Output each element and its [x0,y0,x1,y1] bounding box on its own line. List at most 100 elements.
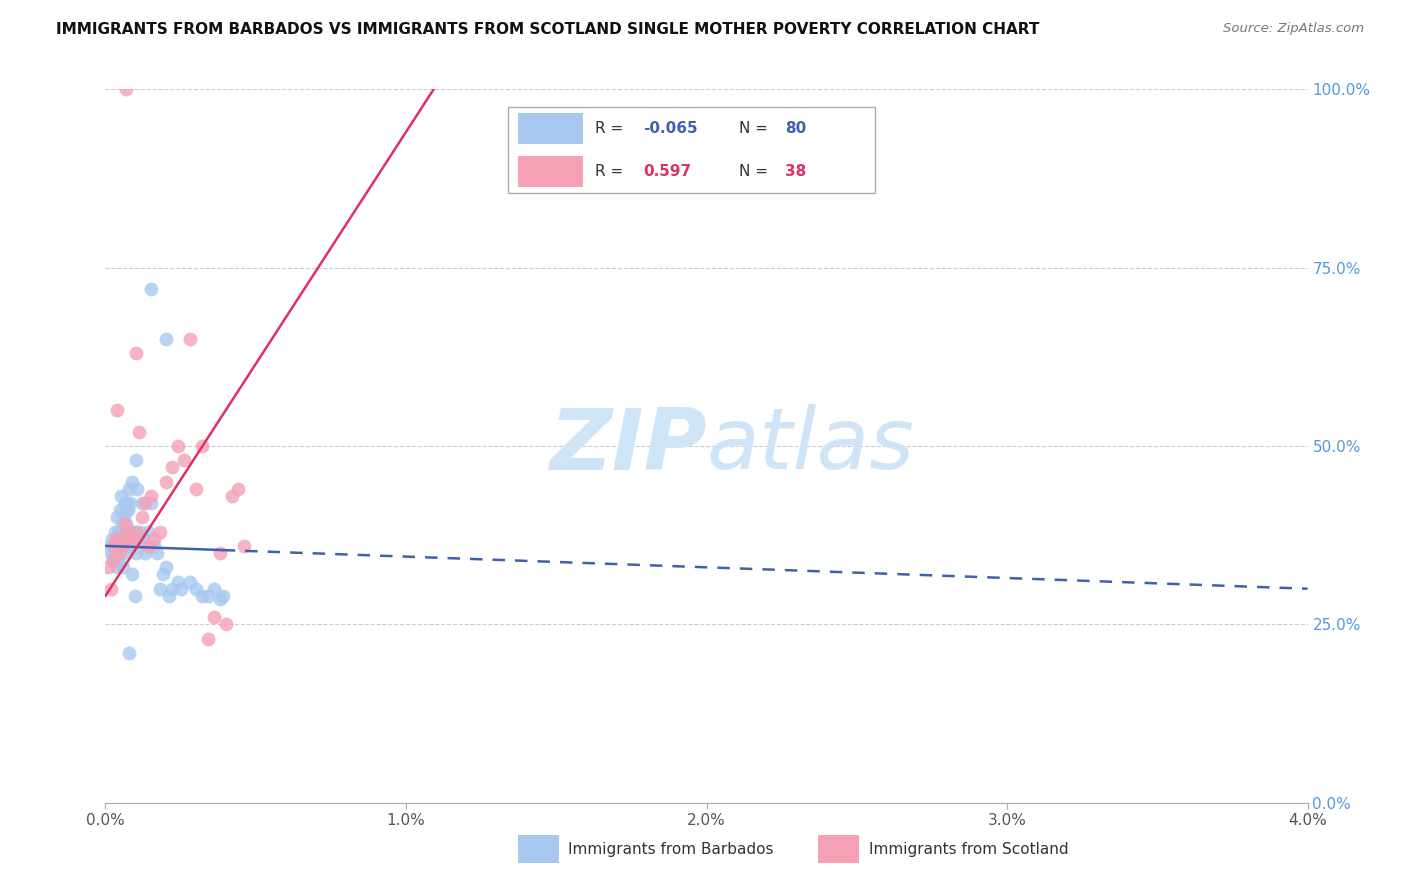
Point [155,332,177,346]
Point [145,546,167,560]
Point [103,546,125,560]
Point [124,546,146,560]
Point [104,539,127,553]
Point [114,496,136,510]
Point [104,553,127,567]
Point [122,524,145,539]
Point [104,532,127,546]
Point [131,496,153,510]
Text: Immigrants from Barbados: Immigrants from Barbados [568,842,773,856]
Point [131,510,153,524]
Point [166,574,188,589]
Point [232,539,254,553]
Point [128,532,150,546]
Point [112,524,135,539]
Point [112,510,135,524]
Point [124,346,146,360]
Point [211,589,233,603]
Point [179,574,201,589]
Point [110,524,132,539]
Point [108,546,131,560]
Point [105,560,128,574]
Point [139,489,162,503]
Point [142,532,165,546]
Point [110,539,132,553]
Point [139,282,162,296]
Point [190,589,212,603]
Point [100,582,122,596]
FancyBboxPatch shape [508,107,875,193]
Point [115,82,138,96]
Point [197,632,219,646]
Text: Source: ZipAtlas.com: Source: ZipAtlas.com [1223,22,1364,36]
Point [101,553,124,567]
Point [120,539,142,553]
Point [121,475,143,489]
Point [112,532,135,546]
Point [208,592,231,607]
Point [157,589,180,603]
Point [124,524,146,539]
Point [101,532,124,546]
Point [112,539,135,553]
Point [107,539,129,553]
Point [108,539,131,553]
Point [214,617,236,632]
Point [134,496,156,510]
Point [202,610,225,624]
Point [120,496,142,510]
Point [115,503,138,517]
Point [221,489,243,503]
Point [155,560,177,574]
Point [184,482,207,496]
Point [152,567,174,582]
Point [108,524,131,539]
Point [114,517,136,532]
Point [173,453,195,467]
Point [107,532,129,546]
Point [100,546,122,560]
Text: 0.597: 0.597 [643,164,690,178]
Point [118,539,141,553]
Point [132,532,155,546]
Text: Immigrants from Scotland: Immigrants from Scotland [869,842,1069,856]
Point [107,539,129,553]
Point [166,439,188,453]
Point [117,503,139,517]
Point [115,532,138,546]
Point [97,560,120,574]
Point [128,425,150,439]
Point [115,524,138,539]
Point [155,475,177,489]
Point [125,482,148,496]
Point [169,582,191,596]
Point [136,539,159,553]
Text: atlas: atlas [707,404,914,488]
Point [108,546,131,560]
Point [129,524,152,539]
Point [124,589,146,603]
Point [111,546,134,560]
Point [136,524,159,539]
Point [103,539,125,553]
Point [111,532,134,546]
Point [160,582,183,596]
Text: R =: R = [595,121,628,136]
Point [124,453,146,467]
Point [117,524,139,539]
Point [114,524,136,539]
Point [118,482,141,496]
Text: R =: R = [595,164,628,178]
Point [101,553,124,567]
Point [139,496,162,510]
Point [142,539,165,553]
Point [120,524,142,539]
Text: 80: 80 [785,121,806,136]
Point [115,517,138,532]
Point [148,582,170,596]
Point [105,532,128,546]
Point [202,582,225,596]
Point [179,332,201,346]
Point [107,510,129,524]
Point [110,532,132,546]
